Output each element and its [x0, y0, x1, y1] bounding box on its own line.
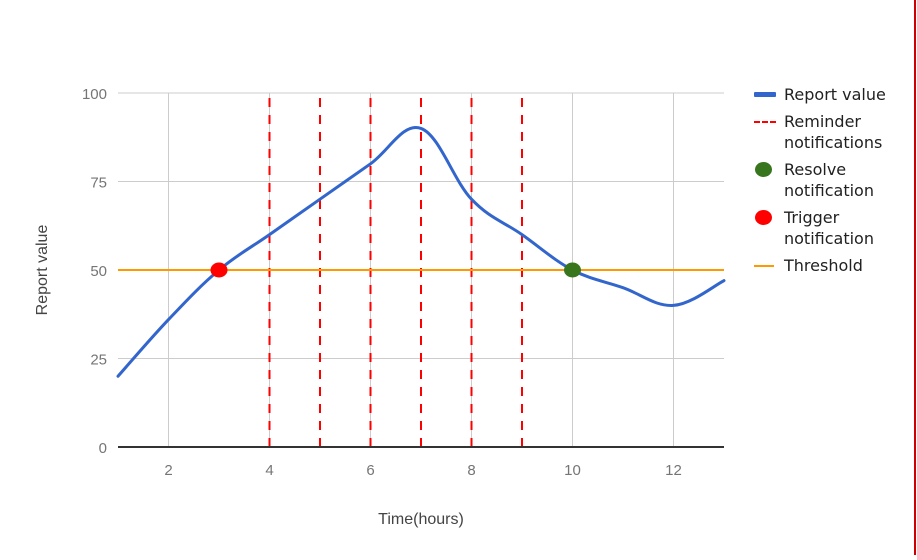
- x-tick-label: 6: [366, 462, 374, 479]
- legend-item-threshold[interactable]: Threshold: [754, 255, 914, 276]
- green-dot-icon: [754, 159, 778, 180]
- legend-item-trigger-notification[interactable]: Trigger notification: [754, 207, 914, 249]
- trigger-notification-marker: [210, 262, 228, 278]
- y-tick-label: 0: [99, 440, 107, 457]
- x-axis-title: Time(hours): [378, 511, 464, 528]
- legend-item-report-value[interactable]: Report value: [754, 84, 914, 105]
- y-tick-label: 75: [90, 175, 107, 192]
- y-axis-tick-labels: 0 25 50 75 100: [82, 86, 107, 457]
- y-tick-label: 100: [82, 86, 107, 103]
- x-tick-label: 4: [265, 462, 273, 479]
- legend-label: Trigger notification: [784, 208, 874, 248]
- legend: Report value Reminder notifications Reso…: [754, 84, 914, 282]
- red-dot-icon: [754, 207, 778, 228]
- x-tick-label: 10: [564, 462, 581, 479]
- legend-label: Threshold: [784, 256, 863, 275]
- y-axis-title: Report value: [34, 225, 51, 316]
- y-tick-label: 25: [90, 352, 107, 369]
- dashed-line-icon: [754, 111, 778, 132]
- x-tick-label: 12: [665, 462, 682, 479]
- report-value-line-icon: [754, 84, 778, 105]
- legend-item-resolve-notification[interactable]: Resolve notification: [754, 159, 914, 201]
- reminder-notification-lines: [268, 98, 523, 447]
- legend-label: Reminder notifications: [784, 112, 883, 152]
- right-border: [914, 0, 916, 555]
- x-tick-label: 2: [164, 462, 172, 479]
- x-tick-label: 8: [467, 462, 475, 479]
- threshold-line-icon: [754, 255, 778, 276]
- legend-label: Report value: [784, 85, 886, 104]
- legend-label: Resolve notification: [784, 160, 874, 200]
- legend-item-reminder-notifications[interactable]: Reminder notifications: [754, 111, 914, 153]
- y-tick-label: 50: [90, 263, 107, 280]
- resolve-notification-marker: [564, 262, 581, 278]
- x-axis-tick-labels: 2 4 6 8 10 12: [164, 462, 682, 479]
